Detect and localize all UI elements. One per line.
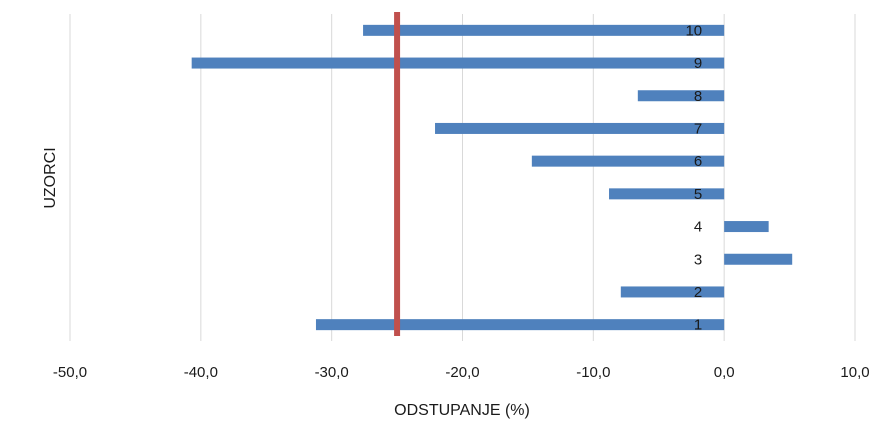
category-label: 6 (694, 153, 702, 170)
bar (435, 122, 725, 134)
y-axis-title: UZORCI (42, 147, 59, 208)
x-axis-title: ODSTUPANJE (%) (394, 402, 530, 419)
bar (724, 221, 769, 233)
bar (609, 188, 725, 200)
bar (363, 24, 725, 36)
x-tick-label: 0,0 (714, 364, 735, 381)
x-tick-label: -20,0 (445, 364, 479, 381)
x-tick-label: -30,0 (315, 364, 349, 381)
category-label: 3 (694, 251, 702, 268)
bar (531, 155, 725, 167)
x-tick-label: -50,0 (53, 364, 87, 381)
x-tick-labels: -50,0 -40,0 -30,0 -20,0 -10,0 0,0 10,0 (53, 364, 870, 381)
bar (315, 319, 725, 331)
bar (637, 90, 725, 102)
category-label: 8 (694, 88, 702, 105)
category-label: 7 (694, 120, 702, 137)
x-tick-label: -10,0 (576, 364, 610, 381)
category-label: 2 (694, 284, 702, 301)
category-label: 5 (694, 186, 702, 203)
bar (620, 286, 725, 298)
category-label: 4 (694, 219, 702, 236)
x-tick-label: 10,0 (840, 364, 869, 381)
x-tick-label: -40,0 (184, 364, 218, 381)
bar (191, 57, 725, 69)
category-label: 9 (694, 55, 702, 72)
category-label: 1 (694, 317, 702, 334)
category-labels: 1 2 3 4 5 6 7 8 9 10 (685, 22, 702, 333)
bar (724, 253, 793, 265)
bars (191, 24, 793, 331)
category-label: 10 (685, 22, 702, 39)
